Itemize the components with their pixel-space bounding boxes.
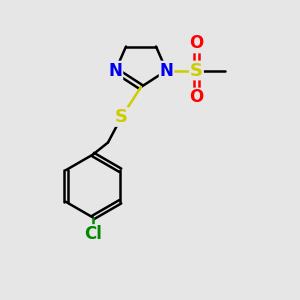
Text: O: O [189,34,204,52]
Text: S: S [190,61,203,80]
Text: O: O [189,88,204,106]
Text: Cl: Cl [84,225,102,243]
Text: N: N [160,61,173,80]
Text: N: N [109,61,122,80]
Text: S: S [115,108,128,126]
